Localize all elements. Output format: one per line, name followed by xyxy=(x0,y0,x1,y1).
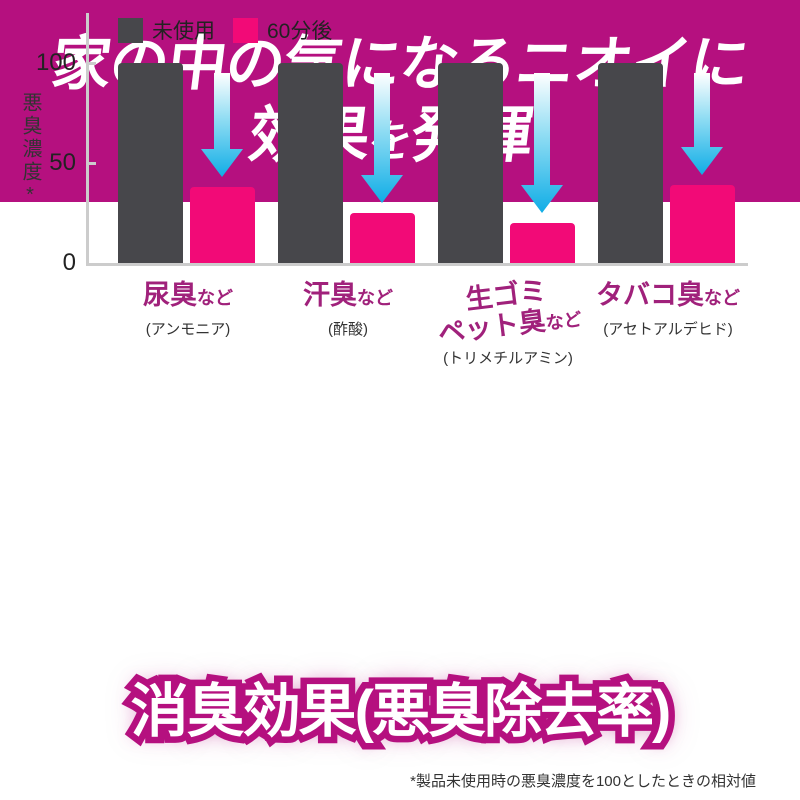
category-name-suffix: など xyxy=(197,288,233,308)
y-tick-50-mark xyxy=(86,162,96,165)
chart-area: 未使用 60分後 100 50 0 悪臭濃度* 尿臭など (アンモニア) 汗臭など(… xyxy=(19,13,763,368)
bar-60min-2 xyxy=(510,223,575,263)
category-name-text: タバコ臭 xyxy=(596,280,704,310)
down-arrow-icon xyxy=(521,73,563,213)
down-arrow-icon xyxy=(361,73,403,203)
legend-label-unused: 未使用 xyxy=(152,20,215,43)
category-name-text: 生ゴミ ペット臭 xyxy=(436,275,549,349)
category-name-suffix: など xyxy=(704,288,740,308)
legend-swatch-unused xyxy=(118,17,143,43)
bar-60min-1 xyxy=(350,213,415,263)
bar-unused-1 xyxy=(278,63,343,263)
legend-item-unused: 未使用 xyxy=(118,15,215,45)
legend-label-60min: 60分後 xyxy=(267,20,333,43)
chart-legend: 未使用 60分後 xyxy=(118,15,350,45)
category-chemical-3: (アセトアルデヒド) xyxy=(603,320,733,338)
legend-item-60min: 60分後 xyxy=(233,15,332,45)
category-label-3: タバコ臭など (アセトアルデヒド) xyxy=(573,280,763,339)
y-tick-label-0: 0 xyxy=(62,249,76,276)
category-chemical-2: (トリメチルアミン) xyxy=(443,350,573,368)
category-name-1: 汗臭など xyxy=(253,280,443,311)
footer-title-text: 消臭効果(悪臭除去率) xyxy=(130,679,672,744)
bar-unused-2 xyxy=(438,63,503,263)
category-chemical-1: (酢酸) xyxy=(328,320,368,338)
category-name-suffix: など xyxy=(357,288,393,308)
category-label-1: 汗臭など (酢酸) xyxy=(253,280,443,339)
category-name-text: 汗臭 xyxy=(303,280,357,310)
category-label-2: 生ゴミ ペット臭など (トリメチルアミン) xyxy=(413,275,603,368)
category-chemical-0: (アンモニア) xyxy=(145,320,231,338)
y-axis-line xyxy=(86,13,89,266)
category-label-0: 尿臭など (アンモニア) xyxy=(93,280,283,339)
footer-title: 消臭効果(悪臭除去率) 消臭効果(悪臭除去率) xyxy=(0,664,800,751)
bar-unused-0 xyxy=(118,63,183,263)
y-tick-label-100: 100 xyxy=(35,49,76,76)
down-arrow-icon xyxy=(681,73,723,175)
legend-swatch-60min xyxy=(233,17,258,43)
footnote: *製品未使用時の悪臭濃度を100としたときの相対値 xyxy=(410,773,756,790)
bar-60min-0 xyxy=(190,187,255,263)
y-tick-100-mark xyxy=(86,62,96,65)
category-name-3: タバコ臭など xyxy=(573,280,763,311)
category-name-text: 尿臭 xyxy=(143,280,197,310)
y-tick-label-50: 50 xyxy=(49,149,76,176)
bar-unused-3 xyxy=(598,63,663,263)
category-name-0: 尿臭など xyxy=(93,280,283,311)
bar-60min-3 xyxy=(670,185,735,263)
footer-title-glow: 消臭効果(悪臭除去率) xyxy=(124,673,678,751)
x-axis-baseline xyxy=(86,263,748,266)
down-arrow-icon xyxy=(201,73,243,177)
y-axis-title: 悪臭濃度* xyxy=(19,92,41,209)
